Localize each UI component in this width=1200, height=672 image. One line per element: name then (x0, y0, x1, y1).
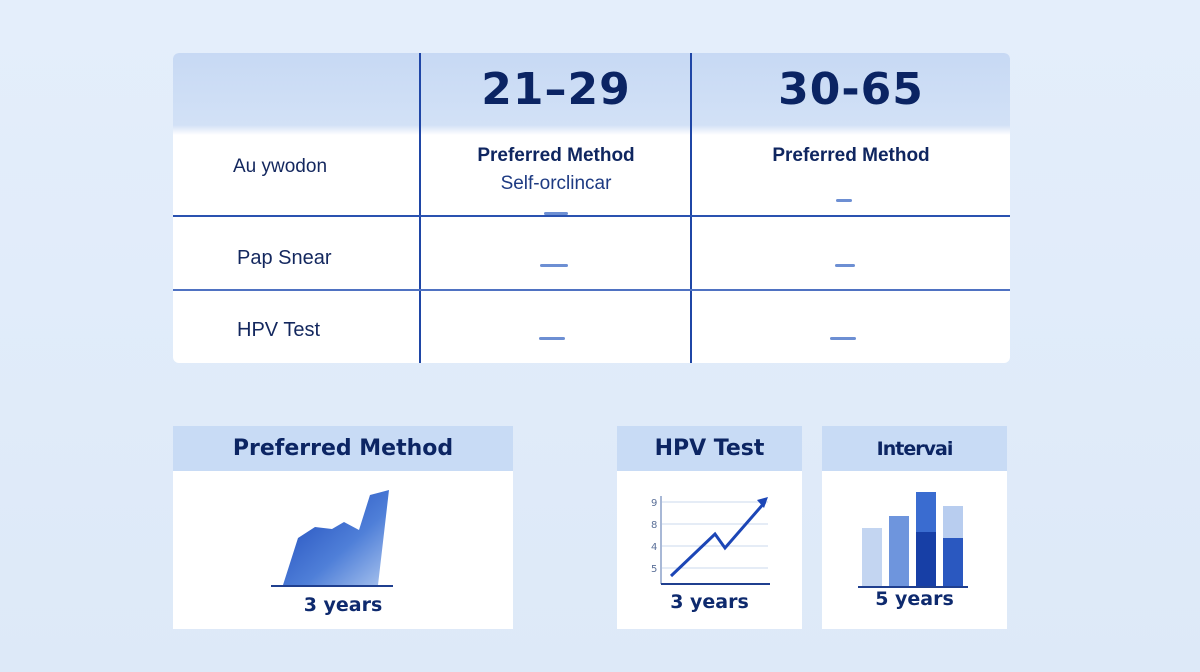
area-chart-icon (271, 490, 393, 587)
y-tick-label: 5 (651, 564, 657, 575)
screening-table: 21–29 30-65 Au ywodon Preferred Method S… (173, 53, 1010, 363)
dash-marker (835, 264, 855, 267)
row-divider (173, 289, 1010, 291)
dash-marker (539, 337, 565, 340)
column-divider (419, 53, 421, 363)
card-footer: 3 years (670, 591, 749, 613)
column-header-21-29: 21–29 (481, 63, 631, 115)
row-divider (173, 215, 1010, 217)
y-tick-label: 8 (651, 520, 657, 531)
column-divider (690, 53, 692, 363)
card-footer: 3 years (303, 594, 383, 616)
bar-chart-icon (858, 492, 968, 588)
row-label-hpv-test: HPV Test (237, 319, 320, 341)
row-label-pap-smear: Pap Snear (237, 247, 332, 269)
card-interval: Intervai 5 years (822, 426, 1007, 629)
table-header (173, 53, 1010, 125)
dash-marker (544, 212, 568, 215)
dash-marker (836, 199, 852, 202)
card-title: HPV Test (617, 426, 802, 471)
line-chart-icon: 9 8 4 5 (651, 496, 770, 585)
cell-self-collect-21-29: Self-orclincar (500, 173, 612, 194)
row-label-method: Au ywodon (233, 156, 328, 177)
column-header-30-65: 30-65 (778, 63, 924, 115)
card-footer: 5 years (875, 588, 954, 610)
dash-marker (830, 337, 856, 340)
y-tick-label: 9 (651, 498, 657, 509)
dash-marker (540, 264, 568, 267)
y-tick-label: 4 (651, 542, 657, 553)
card-title: Preferred Method (173, 426, 513, 471)
cell-preferred-method-21-29: Preferred Method (477, 145, 635, 166)
card-preferred-method: Preferred Method 3 years (173, 426, 513, 629)
card-hpv-test: HPV Test 9 8 4 5 3 years (617, 426, 802, 629)
cell-preferred-method-30-65: Preferred Method (772, 145, 930, 166)
card-title: Intervai (822, 426, 1007, 471)
